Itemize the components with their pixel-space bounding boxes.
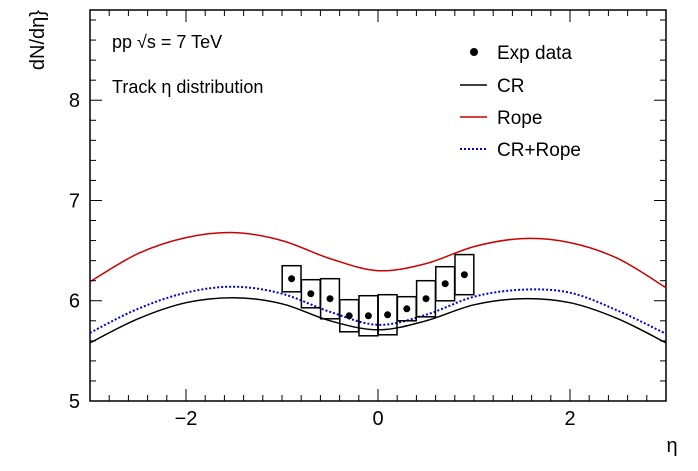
data-point bbox=[345, 312, 353, 320]
data-error-box bbox=[319, 277, 341, 320]
data-error-boxes bbox=[281, 253, 475, 337]
plot-frame bbox=[89, 9, 667, 402]
annotation-title: Track η distribution bbox=[112, 77, 263, 97]
legend-label-rope: Rope bbox=[497, 108, 542, 129]
data-point bbox=[384, 311, 392, 319]
legend-label-exp-data: Exp data bbox=[497, 43, 572, 64]
series-line-cr-rope bbox=[89, 285, 667, 335]
data-point bbox=[460, 271, 468, 279]
data-point bbox=[364, 312, 372, 320]
legend-label-cr-rope: CR+Rope bbox=[497, 140, 581, 161]
y-axis-title: dN/dη} bbox=[27, 10, 49, 70]
data-error-box bbox=[281, 264, 302, 293]
data-point bbox=[307, 290, 315, 298]
x-tick-label: −2 bbox=[175, 408, 198, 430]
data-points bbox=[288, 271, 468, 320]
legend: Exp data CR Rope CR+Rope bbox=[460, 43, 581, 161]
x-tick-label: 0 bbox=[372, 408, 383, 430]
x-axis-title: η bbox=[666, 435, 677, 457]
y-tick-label: 7 bbox=[69, 190, 80, 212]
axis-tick-labels: −2 0 2 5 6 7 8 bbox=[69, 90, 576, 430]
data-point bbox=[326, 295, 334, 303]
data-point bbox=[403, 305, 411, 313]
x-tick-label: 2 bbox=[564, 408, 575, 430]
data-point bbox=[288, 275, 296, 283]
annotation-collision: pp √s = 7 TeV bbox=[112, 32, 222, 52]
y-tick-label: 8 bbox=[69, 90, 80, 112]
legend-label-cr: CR bbox=[497, 76, 524, 97]
y-tick-label: 6 bbox=[69, 291, 80, 313]
data-point bbox=[422, 295, 430, 303]
y-tick-label: 5 bbox=[69, 391, 80, 413]
legend-marker-exp-data bbox=[470, 48, 478, 56]
series-line-rope bbox=[89, 231, 667, 289]
axis-ticks bbox=[89, 10, 667, 402]
data-point bbox=[441, 280, 449, 288]
data-error-box bbox=[454, 253, 475, 296]
